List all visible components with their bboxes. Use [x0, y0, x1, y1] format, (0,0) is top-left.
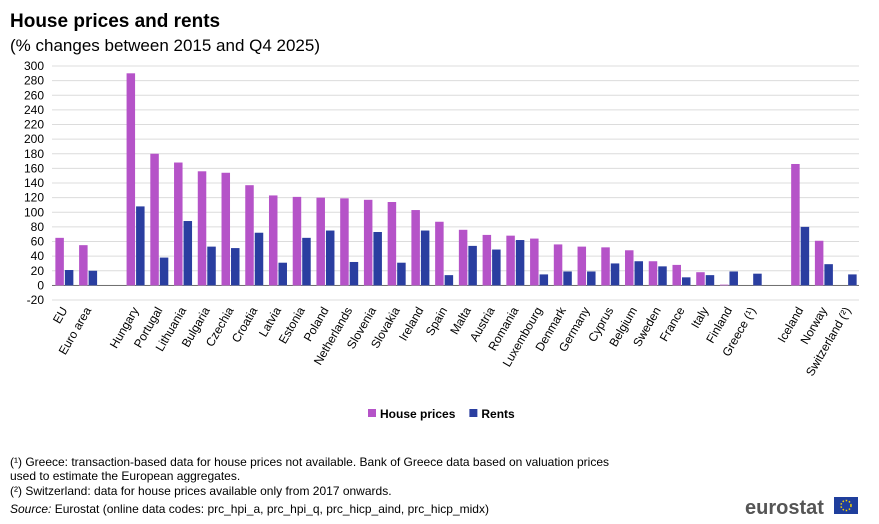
bar	[610, 263, 620, 286]
bar	[340, 198, 349, 286]
bar	[268, 195, 278, 286]
bar	[55, 237, 64, 286]
y-tick-label: 100	[24, 205, 44, 219]
y-tick-label: 0	[37, 278, 44, 292]
bar	[349, 261, 359, 286]
y-tick-label: 60	[31, 235, 45, 249]
y-tick-label: 220	[24, 118, 44, 132]
source-label: Source:	[10, 502, 51, 516]
bar	[420, 230, 430, 286]
bar	[625, 250, 634, 286]
bar	[492, 249, 501, 286]
footnote: (¹) Greece: transaction-based data for h…	[10, 455, 609, 469]
bar	[64, 270, 74, 286]
source-text: Eurostat (online data codes: prc_hpi_a, …	[51, 502, 489, 516]
y-tick-label: 140	[24, 176, 44, 190]
bar	[363, 199, 373, 286]
bar	[848, 274, 857, 286]
bar	[325, 230, 335, 286]
source: Source: Eurostat (online data codes: prc…	[10, 502, 489, 516]
y-tick-label: 300	[24, 59, 44, 73]
chart-subtitle: (% changes between 2015 and Q4 2025)	[10, 36, 320, 55]
bar	[753, 273, 762, 286]
bar	[316, 197, 325, 286]
footnote: (²) Switzerland: data for house prices a…	[10, 484, 392, 498]
bar	[587, 271, 596, 286]
bar	[278, 262, 287, 286]
legend-label: Rents	[481, 407, 515, 421]
bar	[791, 163, 800, 286]
bar	[136, 206, 145, 286]
bar	[800, 226, 810, 286]
bar	[577, 246, 587, 286]
legend-label: House prices	[380, 407, 456, 421]
bar	[245, 185, 254, 286]
bar	[824, 264, 833, 286]
bar	[506, 235, 515, 286]
y-tick-label: 80	[31, 220, 45, 234]
bar	[373, 231, 382, 286]
bar	[302, 237, 311, 286]
x-tick-label: EU	[50, 305, 70, 326]
legend-swatch	[368, 409, 376, 417]
bar	[814, 240, 824, 286]
bar	[719, 284, 729, 286]
bar	[601, 247, 610, 286]
x-tick-label: Spain	[423, 305, 450, 339]
bar	[88, 270, 98, 286]
bar	[530, 238, 539, 286]
y-tick-label: 180	[24, 147, 44, 161]
bar	[197, 171, 207, 286]
bar	[563, 271, 572, 286]
legend-swatch	[469, 409, 478, 417]
bar	[174, 162, 183, 286]
bar	[183, 221, 193, 286]
bar	[150, 153, 159, 286]
y-tick-label: 240	[24, 103, 44, 117]
y-tick-label: -20	[27, 293, 45, 307]
bar	[696, 272, 705, 286]
bar	[231, 248, 240, 286]
y-tick-label: 260	[24, 88, 44, 102]
bar	[435, 221, 444, 286]
bar	[411, 210, 420, 286]
y-tick-label: 40	[31, 249, 45, 263]
bar	[705, 275, 715, 286]
bar	[482, 234, 492, 286]
bar	[672, 264, 681, 286]
bar	[397, 262, 406, 286]
bar	[681, 277, 691, 286]
y-tick-label: 200	[24, 132, 44, 146]
bar	[387, 202, 397, 286]
eu-stars	[840, 499, 852, 512]
bar	[658, 266, 667, 286]
bar	[553, 244, 563, 286]
bar	[729, 271, 738, 286]
bar	[444, 275, 454, 286]
bar	[221, 172, 231, 286]
chart-title: House prices and rents	[10, 11, 220, 32]
bar	[126, 73, 136, 286]
footnote: used to estimate the European aggregates…	[10, 469, 240, 483]
bar	[515, 240, 525, 286]
bar	[292, 196, 302, 286]
bar	[254, 232, 264, 286]
bar	[79, 245, 88, 286]
y-tick-label: 20	[31, 264, 45, 278]
y-tick-label: 120	[24, 191, 44, 205]
logo-text: eurostat	[745, 497, 824, 519]
y-tick-label: 160	[24, 161, 44, 175]
bar	[634, 261, 644, 286]
bar	[539, 274, 549, 286]
bar	[468, 245, 477, 286]
bar	[159, 257, 169, 286]
x-tick-label: Italy	[688, 305, 711, 331]
eu-flag	[834, 497, 858, 514]
y-tick-label: 280	[24, 74, 44, 88]
bar	[648, 261, 658, 286]
bar	[207, 246, 216, 286]
bar	[458, 229, 468, 286]
